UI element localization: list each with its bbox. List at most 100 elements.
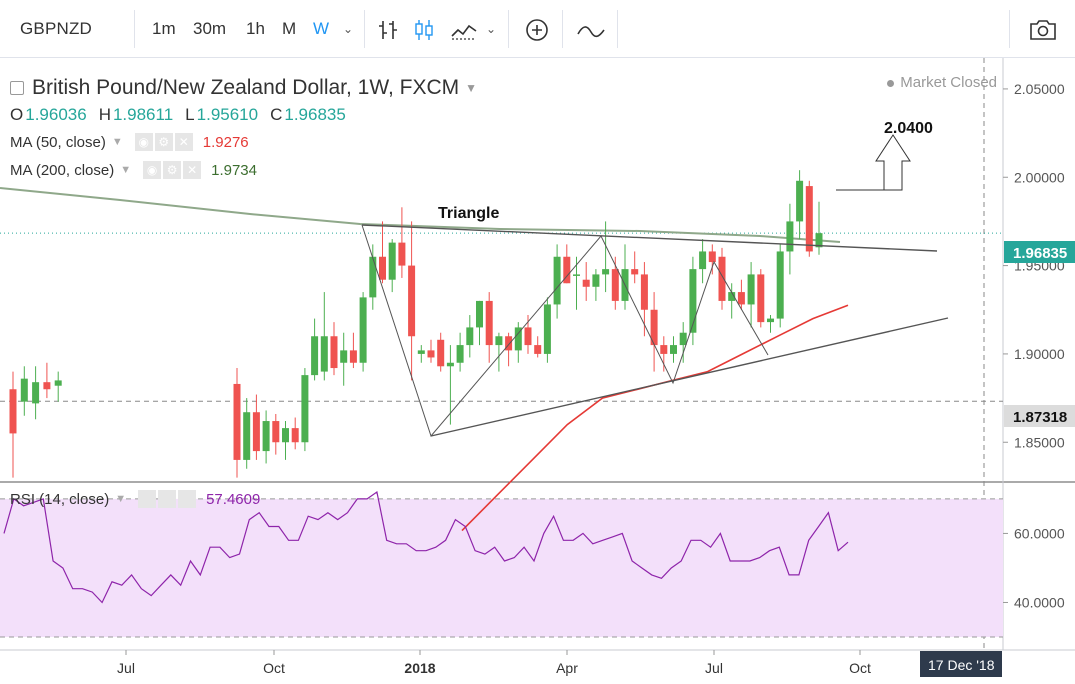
legend-title-row[interactable]: British Pound/New Zealand Dollar, 1W, FX… [10, 74, 477, 102]
high-value: 1.98611 [112, 105, 174, 124]
candle-body [427, 350, 435, 358]
eye-icon[interactable] [138, 490, 157, 508]
interval-30m[interactable]: 30m [193, 19, 227, 38]
candle-body [446, 362, 454, 367]
candle-body [757, 274, 765, 323]
gear-icon[interactable] [158, 490, 177, 508]
close-value: 1.96835 [284, 105, 346, 124]
interval-week[interactable]: W [313, 19, 330, 38]
candle-body [301, 375, 309, 443]
area-chart-icon[interactable] [450, 0, 478, 58]
ma200-path [0, 187, 841, 243]
interval-chevron-down-icon[interactable]: ⌄ [343, 22, 354, 36]
candle-body [737, 292, 745, 305]
candle-body [495, 336, 503, 346]
candle-body [272, 421, 280, 443]
chart-type-chevron-down-icon[interactable]: ⌄ [486, 22, 497, 36]
time-tick-label: Oct [849, 660, 871, 676]
candle-body [553, 256, 561, 305]
time-tick-label: Oct [263, 660, 285, 676]
candle-body [20, 378, 28, 402]
candle-body [660, 345, 668, 354]
rsi-legend[interactable]: RSI (14, close) ▼ 57.4609 [10, 490, 260, 508]
candle-body [485, 300, 493, 346]
close-icon[interactable]: ✕ [174, 133, 193, 151]
draw-icon[interactable] [576, 0, 606, 58]
rsi-line [3, 490, 849, 604]
candle-body [815, 233, 823, 248]
candle-body [43, 382, 51, 390]
candle-body [582, 279, 590, 287]
candle-body [369, 256, 377, 298]
candle-body [359, 297, 367, 363]
candle-body [805, 186, 813, 252]
close-icon[interactable]: ✕ [183, 161, 202, 179]
time-tick-label: 2018 [404, 660, 435, 676]
candle-body [282, 428, 289, 443]
time-tag-label: 17 Dec '18 [928, 657, 995, 673]
eye-icon[interactable]: ◉ [134, 133, 153, 151]
toolbar-divider [617, 10, 618, 48]
eye-icon[interactable]: ◉ [143, 161, 162, 179]
candle-body [291, 428, 299, 443]
collapse-icon[interactable] [10, 81, 24, 95]
candle-body [262, 421, 270, 452]
time-tick-label: Jul [117, 660, 135, 676]
crosshair-price-label: 1.87318 [1013, 409, 1067, 426]
candle-body [650, 309, 658, 346]
interval-month[interactable]: M [282, 19, 297, 38]
rsi-band [0, 498, 1003, 637]
title-chevron-down-icon[interactable]: ▼ [465, 81, 478, 95]
candle-body [9, 389, 17, 434]
candle-body [543, 304, 551, 354]
candle-body [476, 300, 483, 328]
candle-body [747, 274, 755, 305]
current-price-tag: 1.96835 [1004, 241, 1075, 263]
low-key: L [185, 105, 195, 124]
ma50-label: MA (50, close) [10, 133, 106, 151]
crosshair-price-tag: 1.87318 [1004, 405, 1075, 427]
close-icon[interactable] [178, 490, 197, 508]
symbol-search[interactable]: GBPNZD [20, 19, 93, 38]
interval-1h[interactable]: 1h [246, 19, 265, 38]
gear-icon[interactable]: ⚙ [154, 133, 173, 151]
candle-body [456, 345, 464, 363]
candle-body [699, 251, 707, 270]
ohlc-row: O 1.96036 H 1.98611 L 1.95610 C 1.96835 [10, 102, 477, 128]
candle-body [524, 327, 532, 346]
toolbar-divider [508, 10, 509, 48]
candle-chart-icon[interactable] [412, 0, 436, 58]
market-status-label: Market Closed [900, 74, 997, 91]
ma200-legend[interactable]: MA (200, close) ▼ ◉ ⚙ ✕ 1.9734 [10, 156, 477, 184]
high-key: H [98, 105, 111, 124]
candle-body [340, 350, 348, 363]
gear-icon[interactable]: ⚙ [163, 161, 182, 179]
status-dot-icon [887, 79, 895, 87]
ma50-value: 1.9276 [202, 133, 249, 151]
candle-body [437, 339, 445, 367]
ma200-value: 1.9734 [211, 161, 257, 179]
price-tick-label: 2.00000 [1014, 169, 1065, 185]
candle-body [32, 382, 40, 404]
camera-icon[interactable] [1028, 0, 1058, 58]
price-tick-label: 1.90000 [1014, 346, 1065, 362]
candle-body [417, 350, 425, 354]
candle-body [679, 332, 687, 346]
candle-body [514, 327, 522, 351]
bar-chart-icon[interactable] [376, 0, 400, 58]
triangle-lower-line [430, 317, 949, 437]
add-indicator-icon[interactable] [524, 0, 550, 58]
candle-body [54, 380, 62, 386]
toolbar-divider [562, 10, 563, 48]
time-tag: 17 Dec '18 [920, 651, 1002, 677]
rsi-label: RSI (14, close) [10, 490, 110, 508]
candle-body [670, 345, 677, 354]
ma200-label: MA (200, close) [10, 161, 115, 179]
toolbar-divider [1009, 10, 1010, 48]
candle-body [320, 336, 328, 372]
ma50-legend[interactable]: MA (50, close) ▼ ◉ ⚙ ✕ 1.9276 [10, 128, 477, 156]
candle-body [563, 256, 571, 284]
time-tick-label: Jul [705, 660, 723, 676]
interval-1m[interactable]: 1m [152, 19, 176, 38]
